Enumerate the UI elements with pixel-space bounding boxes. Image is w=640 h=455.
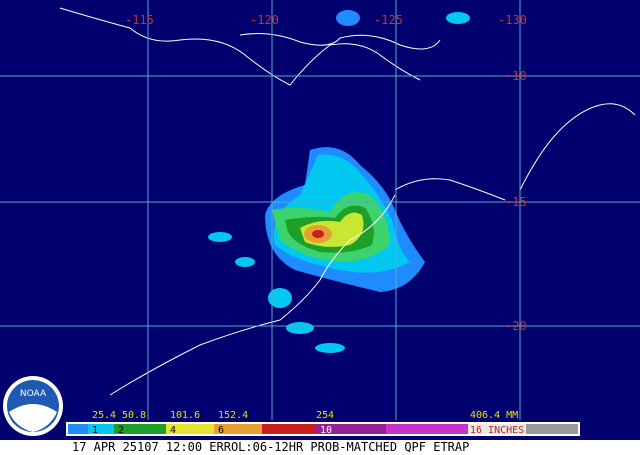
legend-swatch: [468, 424, 526, 434]
legend-swatch: [166, 424, 214, 434]
rain-patch: [235, 257, 255, 267]
graticule: -115 -120 -125 -130 -10 -15 -20: [0, 0, 640, 420]
coastlines: [59, 7, 636, 396]
rain-field: [208, 10, 470, 353]
latitude-label: -10: [505, 69, 527, 83]
rain-patch: [446, 12, 470, 24]
mm-label: 50.8: [122, 410, 146, 421]
rain-patch: [208, 232, 232, 242]
longitude-label: -115: [125, 13, 154, 27]
legend-swatch: [88, 424, 114, 434]
rain-red: [312, 230, 324, 238]
caption: 17 APR 25107 12:00 ERROL:06-12HR PROB-MA…: [72, 440, 469, 454]
coastline: [59, 7, 421, 86]
rain-patch: [336, 10, 360, 26]
legend-swatch: [316, 424, 386, 434]
inch-label: 6: [218, 425, 224, 436]
coastline: [519, 103, 636, 191]
inch-label: 2: [118, 425, 124, 436]
longitude-label: -120: [250, 13, 279, 27]
coastline: [109, 194, 396, 396]
legend-swatch: [386, 424, 468, 434]
logo-text: NOAA: [20, 389, 47, 399]
mm-label: 25.4: [92, 410, 116, 421]
rain-patch: [315, 343, 345, 353]
mm-label: 254: [316, 410, 334, 421]
legend-swatch: [214, 424, 262, 434]
rain-patch: [286, 322, 314, 334]
mm-label: 152.4: [218, 410, 248, 421]
inch-label: 4: [170, 425, 176, 436]
inch-label: 1: [92, 425, 98, 436]
legend-swatch: [114, 424, 166, 434]
rain-patch: [268, 288, 292, 308]
mm-label: 101.6: [170, 410, 200, 421]
coastline: [239, 33, 441, 50]
coastline: [394, 178, 506, 201]
longitude-label: -125: [374, 13, 403, 27]
caption-bar: [0, 440, 640, 455]
latitude-label: -15: [505, 195, 527, 209]
logo: NOAA: [3, 376, 63, 436]
latitude-label: -20: [505, 319, 527, 333]
inch-label: 16 INCHES: [470, 425, 524, 436]
legend-swatch: [262, 424, 316, 434]
legend-swatch: [68, 424, 88, 434]
legend: 25.4 50.8 101.6 152.4 254 406.4 MM 1 2 4…: [66, 410, 580, 436]
legend-swatch: [526, 424, 578, 434]
mm-label: 406.4 MM: [470, 410, 518, 421]
logo-wave: [9, 404, 57, 432]
inch-label: 10: [320, 425, 332, 436]
longitude-label: -130: [498, 13, 527, 27]
